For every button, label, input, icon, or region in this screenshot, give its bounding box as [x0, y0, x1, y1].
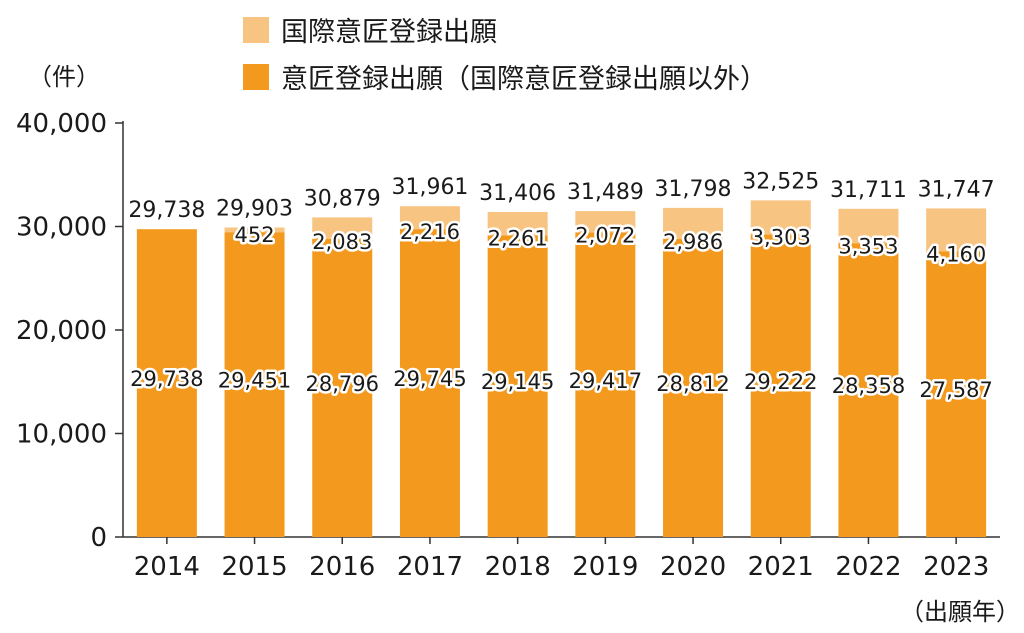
- bar-domestic: [750, 234, 811, 537]
- data-label-international: 2,072: [575, 224, 635, 248]
- y-tick-label: 0: [90, 523, 107, 553]
- total-label: 29,903: [216, 197, 293, 222]
- legend-label-international: 国際意匠登録出願: [281, 17, 497, 48]
- data-label-domestic: 29,417: [569, 369, 642, 393]
- x-tick-label: 2018: [485, 552, 551, 582]
- data-label-international: 2,261: [488, 226, 548, 250]
- legend-swatch-international: [243, 17, 269, 43]
- legend-label-domestic: 意匠登録出願（国際意匠登録出願以外）: [281, 64, 767, 95]
- x-tick-label: 2017: [397, 552, 463, 582]
- x-tick-label: 2020: [660, 552, 726, 582]
- legend-swatch-domestic: [243, 64, 269, 90]
- total-label: 32,525: [742, 169, 819, 194]
- bar-international: [663, 207, 724, 239]
- legend: 国際意匠登録出願 意匠登録出願（国際意匠登録出願以外）: [243, 17, 767, 95]
- data-label-international: 2,216: [400, 220, 460, 244]
- total-label: 31,747: [918, 177, 995, 202]
- total-label: 31,798: [655, 177, 732, 202]
- data-label-domestic: 29,222: [744, 370, 817, 394]
- data-label-international: 3,303: [751, 226, 811, 250]
- bar-international: [224, 227, 285, 233]
- bar-domestic: [487, 235, 548, 537]
- data-label-international: 4,160: [926, 242, 986, 266]
- bar-domestic: [136, 229, 197, 537]
- bar-domestic: [575, 232, 636, 537]
- x-tick-label: 2016: [309, 552, 375, 582]
- bars: [136, 200, 987, 538]
- total-label: 31,489: [567, 180, 644, 205]
- data-label-international: 2,986: [663, 230, 723, 254]
- data-label-domestic: 28,358: [832, 374, 905, 398]
- bar-domestic: [663, 238, 724, 537]
- y-tick-label: 40,000: [16, 109, 107, 139]
- y-tick-label: 10,000: [16, 420, 107, 450]
- bar-domestic: [399, 229, 460, 537]
- bar-international: [575, 211, 636, 233]
- y-axis-unit-label: （件）: [28, 63, 100, 91]
- total-label: 31,406: [479, 181, 556, 206]
- bar-international: [838, 208, 899, 244]
- bar-international: [750, 200, 811, 235]
- data-label-international: 2,083: [312, 230, 372, 254]
- bar-domestic: [838, 243, 899, 538]
- y-tick-label: 20,000: [16, 316, 107, 346]
- bar-domestic: [312, 238, 373, 537]
- data-label-domestic: 27,587: [919, 378, 992, 402]
- total-label: 31,711: [830, 178, 907, 203]
- data-label-domestic: 29,738: [130, 367, 203, 391]
- data-label-domestic: 28,812: [656, 372, 729, 396]
- x-tick-label: 2022: [835, 552, 901, 582]
- bar-international: [487, 211, 548, 236]
- data-labels: 29,738 29,738 29,903 29,451 452 30,879 28,796 2…: [128, 169, 996, 404]
- data-label-domestic: 29,745: [393, 367, 466, 391]
- data-label-domestic: 28,796: [306, 372, 379, 396]
- bar-international: [926, 208, 987, 252]
- x-tick-label: 2019: [572, 552, 638, 582]
- data-label-international: 452: [235, 223, 275, 247]
- bar-domestic: [224, 232, 285, 538]
- data-label-domestic: 29,145: [481, 370, 554, 394]
- data-label-international: 3,353: [838, 234, 898, 258]
- data-label-domestic: 29,451: [218, 369, 291, 393]
- bar-international: [399, 206, 460, 230]
- total-label: 31,961: [391, 175, 468, 200]
- total-label: 29,738: [128, 198, 205, 223]
- x-tick-label: 2014: [134, 552, 200, 582]
- axes: 0 10,000 20,000 30,000 40,000 2014 2015 2016 201…: [16, 109, 1000, 582]
- total-label: 30,879: [304, 186, 381, 211]
- x-axis-unit-label: （出願年）: [900, 598, 1020, 626]
- x-tick-label: 2015: [221, 552, 287, 582]
- y-tick-label: 30,000: [16, 213, 107, 243]
- x-tick-label: 2023: [923, 552, 989, 582]
- x-tick-label: 2021: [748, 552, 814, 582]
- bar-domestic: [926, 251, 987, 537]
- bar-international: [312, 217, 373, 239]
